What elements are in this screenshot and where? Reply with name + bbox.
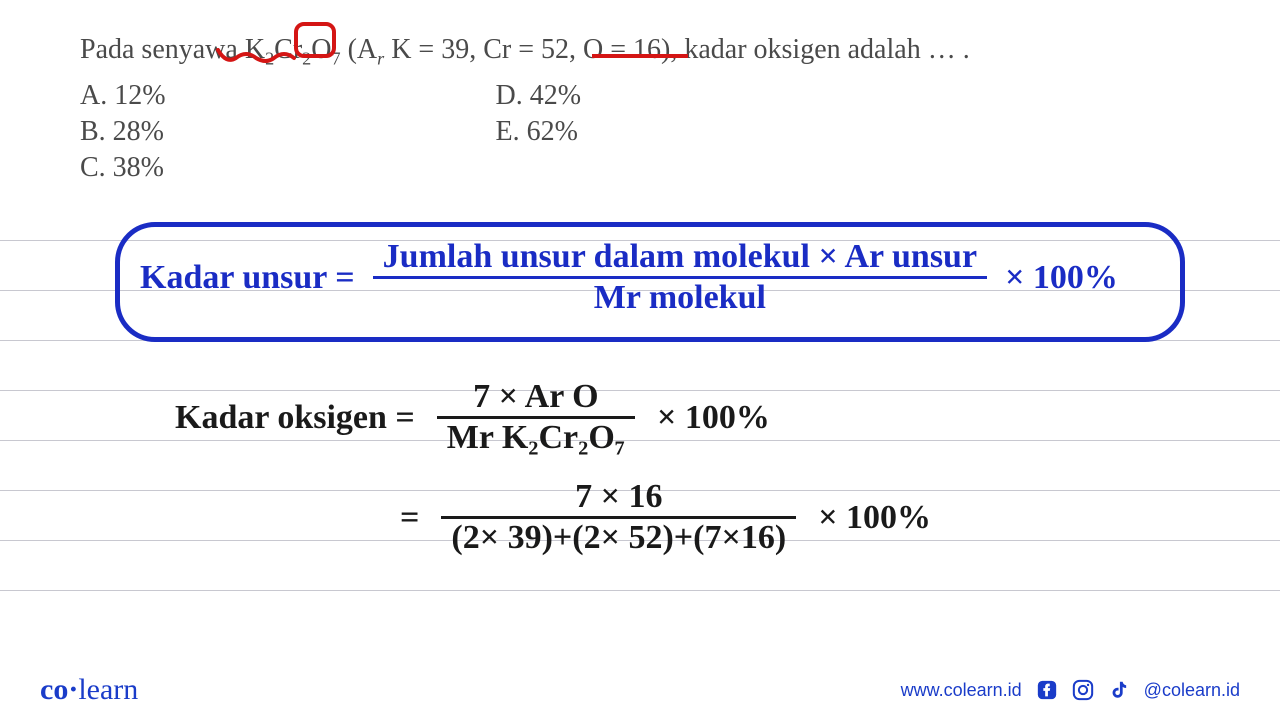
q-mid2: O bbox=[311, 34, 331, 65]
question-block: Pada senyawa K2Cr2O7 (Ar K = 39, Cr = 52… bbox=[0, 0, 1280, 194]
q-prefix: Pada senyawa K bbox=[80, 34, 265, 65]
calc-den1: Mr K₂Cr₂O₇ bbox=[437, 419, 635, 457]
formula-text: Kadar unsur = Jumlah unsur dalam molekul… bbox=[140, 238, 1118, 317]
q-mid1: Cr bbox=[274, 34, 302, 65]
options-right-col: D. 42% E. 62% bbox=[496, 80, 582, 184]
tiktok-icon bbox=[1108, 679, 1130, 701]
q-sub2: 2 bbox=[302, 49, 311, 69]
options-left-col: A. 12% B. 28% C. 38% bbox=[80, 80, 166, 184]
q-sub1: 2 bbox=[265, 49, 274, 69]
calc-mult1: × 100% bbox=[657, 399, 770, 437]
footer-url: www.colearn.id bbox=[901, 680, 1022, 701]
logo-dot: · bbox=[68, 673, 78, 706]
option-a: A. 12% bbox=[80, 80, 166, 112]
calc-frac2: 7 × 16 (2× 39)+(2× 52)+(7×16) bbox=[441, 478, 796, 557]
calc-num1: 7 × Ar O bbox=[437, 378, 635, 419]
option-c: C. 38% bbox=[80, 152, 166, 184]
formula-den: Mr molekul bbox=[373, 279, 987, 317]
formula-mult: × 100% bbox=[1005, 259, 1118, 297]
notebook-line bbox=[0, 590, 1280, 591]
logo-learn: learn bbox=[78, 673, 138, 706]
formula-num: Jumlah unsur dalam molekul × Ar unsur bbox=[373, 238, 987, 279]
formula-fraction: Jumlah unsur dalam molekul × Ar unsur Mr… bbox=[373, 238, 987, 317]
q-sub3: 7 bbox=[331, 49, 340, 69]
option-d: D. 42% bbox=[496, 80, 582, 112]
calc-line1: Kadar oksigen = 7 × Ar O Mr K₂Cr₂O₇ × 10… bbox=[175, 378, 770, 457]
q-values: K = 39, Cr = 52, O = 16), kadar oksigen … bbox=[384, 34, 969, 65]
calc-num2: 7 × 16 bbox=[441, 478, 796, 519]
calc-line2: = 7 × 16 (2× 39)+(2× 52)+(7×16) × 100% bbox=[400, 478, 931, 557]
calc-mult2: × 100% bbox=[818, 499, 931, 537]
calc-den2: (2× 39)+(2× 52)+(7×16) bbox=[441, 519, 796, 557]
footer-handle: @colearn.id bbox=[1144, 680, 1240, 701]
footer-right: www.colearn.id @colearn.id bbox=[901, 679, 1240, 701]
instagram-icon bbox=[1072, 679, 1094, 701]
calc-label: Kadar oksigen = bbox=[175, 399, 415, 437]
options-container: A. 12% B. 28% C. 38% D. 42% E. 62% bbox=[80, 80, 1200, 184]
logo-co: co bbox=[40, 673, 68, 706]
footer: co·learn www.colearn.id @colearn.id bbox=[0, 660, 1280, 720]
option-b: B. 28% bbox=[80, 116, 166, 148]
q-ar: (A bbox=[341, 34, 378, 65]
formula-left: Kadar unsur = bbox=[140, 259, 355, 297]
calc-frac1: 7 × Ar O Mr K₂Cr₂O₇ bbox=[437, 378, 635, 457]
calc-eq2: = bbox=[400, 499, 419, 537]
question-text: Pada senyawa K2Cr2O7 (Ar K = 39, Cr = 52… bbox=[80, 30, 1200, 72]
facebook-icon bbox=[1036, 679, 1058, 701]
option-e: E. 62% bbox=[496, 116, 582, 148]
logo: co·learn bbox=[40, 673, 138, 707]
